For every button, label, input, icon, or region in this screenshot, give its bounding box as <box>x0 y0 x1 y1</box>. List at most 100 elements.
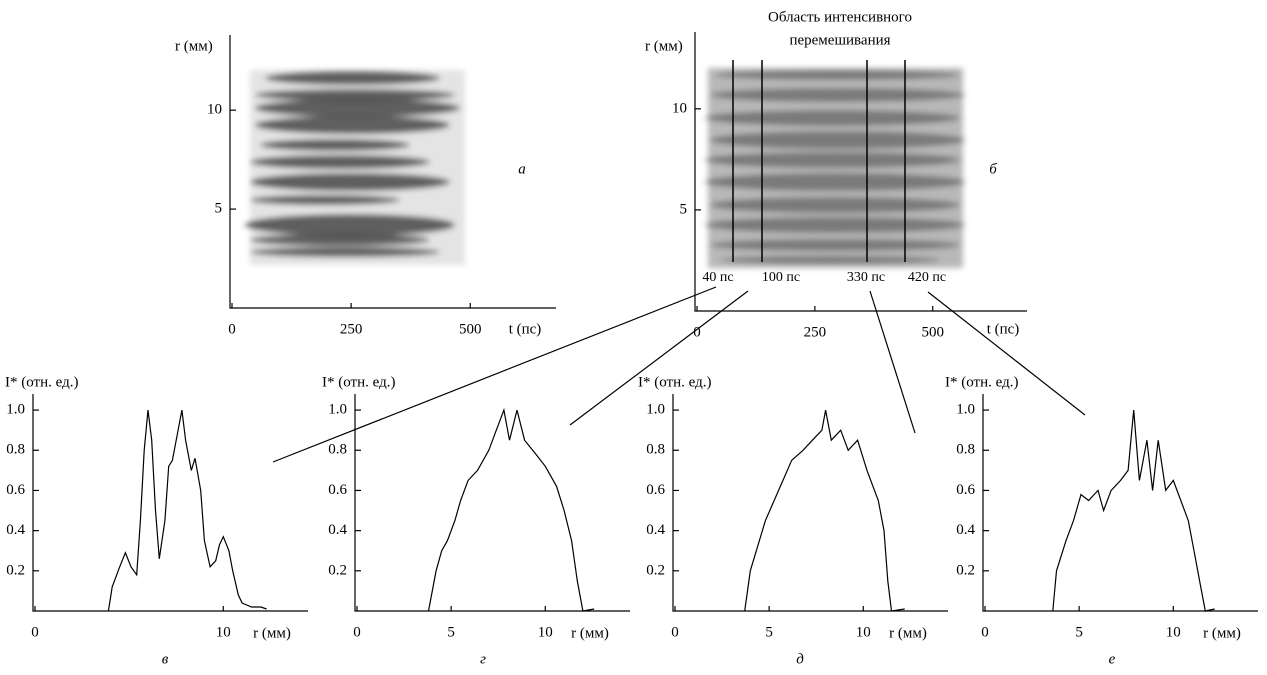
axes <box>672 394 948 612</box>
panel-letter: а <box>518 161 526 177</box>
y-tick-label: 0.6 <box>6 482 25 498</box>
x-tick-label: 0 <box>671 624 679 640</box>
y-axis-label: I* (отн. ед.) <box>638 374 711 390</box>
x-axis-label: t (пс) <box>509 321 542 337</box>
streak <box>705 152 960 168</box>
streak <box>260 139 410 151</box>
connector <box>927 291 1086 416</box>
y-tick-label: 1.0 <box>956 402 975 418</box>
x-tick-label: 250 <box>340 321 363 337</box>
y-tick-label: 0.8 <box>646 442 665 458</box>
streak <box>250 234 430 246</box>
streak <box>250 195 400 205</box>
x-tick-label: 5 <box>447 624 455 640</box>
streak <box>255 116 450 134</box>
x-tick-label: 10 <box>216 624 231 640</box>
x-axis-label: r (мм) <box>889 625 927 641</box>
panel: 0.2 0.4 0.6 0.8 1.0 0 5 10 I* (отн. ед.) r (мм) д <box>638 374 948 667</box>
y-tick-label: 0.2 <box>646 562 665 578</box>
axes <box>32 394 308 612</box>
y-tick-label: 5 <box>215 201 223 217</box>
connector <box>869 290 916 434</box>
streak-image <box>705 68 965 268</box>
time-label: 330 пс <box>847 270 885 285</box>
y-tick-label: 0.6 <box>328 482 347 498</box>
y-tick-label: 0.4 <box>6 522 25 538</box>
y-tick-label: 0.2 <box>6 562 25 578</box>
streak <box>710 131 965 149</box>
profile-line <box>107 409 267 612</box>
y-tick-label: 1.0 <box>328 402 347 418</box>
x-tick-label: 0 <box>228 321 236 337</box>
streak <box>265 71 440 85</box>
x-axis-label: t (пс) <box>987 321 1020 337</box>
axes <box>982 394 1258 612</box>
y-tick-label: 0.2 <box>328 562 347 578</box>
y-tick-label: 5 <box>680 201 688 217</box>
streak <box>710 88 965 102</box>
streak <box>250 247 440 257</box>
x-tick-label: 10 <box>856 624 871 640</box>
y-axis-label: r (мм) <box>645 38 683 54</box>
panel-letter: б <box>989 161 997 177</box>
x-tick-label: 5 <box>1075 624 1083 640</box>
y-axis-label: r (мм) <box>175 38 213 54</box>
y-tick-label: 1.0 <box>6 402 25 418</box>
streak <box>250 155 430 169</box>
y-tick-label: 0.2 <box>956 562 975 578</box>
panel: 0.2 0.4 0.6 0.8 1.0 0 10 I* (отн. ед.) r (мм) в <box>5 374 308 667</box>
x-tick-label: 10 <box>1166 624 1181 640</box>
x-tick-label: 500 <box>921 324 944 340</box>
connector <box>569 290 749 426</box>
axes <box>354 394 630 612</box>
panel: 0.2 0.4 0.6 0.8 1.0 0 5 10 I* (отн. ед.) r (мм) е <box>945 374 1258 667</box>
streak <box>255 99 460 117</box>
y-tick-label: 0.8 <box>956 442 975 458</box>
time-label: 420 пс <box>908 270 946 285</box>
y-axis-label: I* (отн. ед.) <box>945 374 1018 390</box>
x-tick-label: 0 <box>353 624 361 640</box>
y-axis-label: I* (отн. ед.) <box>5 374 78 390</box>
x-tick-label: 10 <box>538 624 553 640</box>
x-tick-label: 5 <box>765 624 773 640</box>
streak <box>705 110 960 126</box>
streak <box>710 239 960 251</box>
x-tick-label: 500 <box>459 321 482 337</box>
panel: Область интенсивного перемешивания 40 пс 10… <box>645 9 1027 340</box>
panel-letter: е <box>1109 651 1116 667</box>
y-tick-label: 0.4 <box>646 522 665 538</box>
panel: 5 10 0 250 500 r (мм) t (пс) а <box>175 35 556 337</box>
axes <box>229 35 556 309</box>
panel-letter: д <box>796 651 804 667</box>
y-tick-label: 0.6 <box>646 482 665 498</box>
streak <box>705 217 965 233</box>
y-tick-label: 0.6 <box>956 482 975 498</box>
streak <box>705 173 965 191</box>
axes <box>694 32 1027 312</box>
streak-image <box>245 70 465 265</box>
y-tick-label: 1.0 <box>646 402 665 418</box>
streak <box>245 214 455 236</box>
x-axis-label: r (мм) <box>571 625 609 641</box>
panel-letter: в <box>162 651 169 667</box>
panel: 0.2 0.4 0.6 0.8 1.0 0 5 10 I* (отн. ед.) r (мм) г <box>322 374 630 667</box>
annotation: перемешивания <box>789 32 890 48</box>
y-tick-label: 0.8 <box>328 442 347 458</box>
panel-letter: г <box>480 651 486 667</box>
profile-line <box>744 409 905 612</box>
x-axis-label: r (мм) <box>1203 625 1241 641</box>
y-tick-label: 10 <box>207 102 222 118</box>
connectors <box>272 286 1086 463</box>
x-axis-label: r (мм) <box>253 625 291 641</box>
streak <box>710 197 960 213</box>
streak <box>250 173 450 191</box>
x-tick-label: 0 <box>693 324 701 340</box>
y-tick-label: 10 <box>672 100 687 116</box>
y-tick-label: 0.4 <box>956 522 975 538</box>
profile-line <box>1052 410 1215 612</box>
x-tick-label: 0 <box>31 624 39 640</box>
y-axis-label: I* (отн. ед.) <box>322 374 395 390</box>
annotation: Область интенсивного <box>768 9 912 25</box>
y-tick-label: 0.4 <box>328 522 347 538</box>
